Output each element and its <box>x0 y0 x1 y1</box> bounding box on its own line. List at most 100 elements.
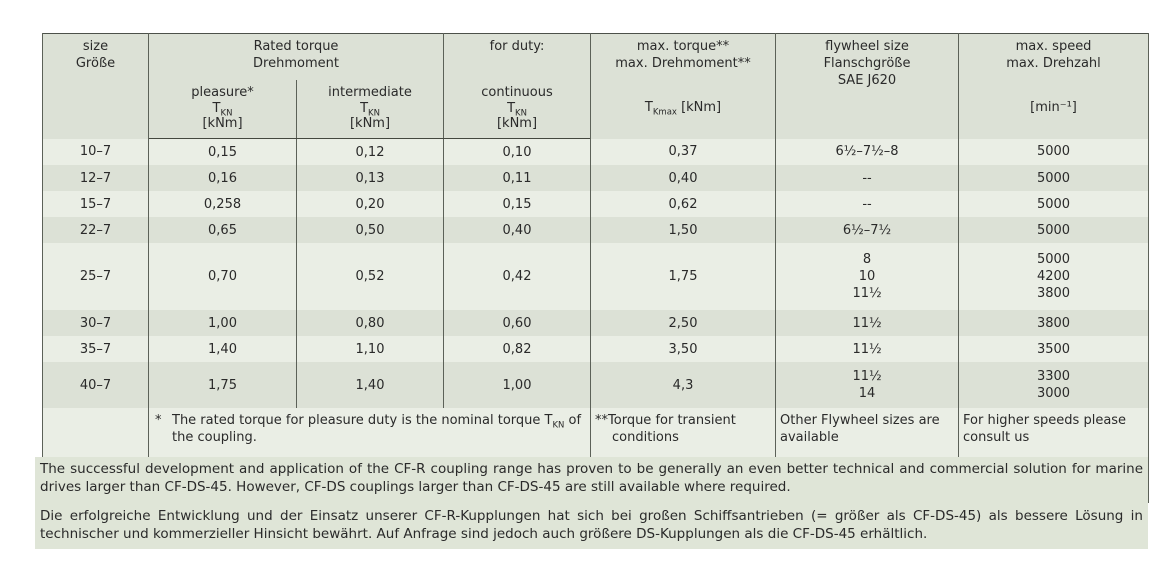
col-header-for-duty: for duty: <box>443 33 592 80</box>
cell-continuous: 0,40 <box>443 217 592 243</box>
col-header-rated-torque: Rated torque Drehmoment <box>147 33 445 80</box>
cell-continuous: 0,82 <box>443 336 592 362</box>
commentary-paragraph-en: The successful development and applicati… <box>40 461 1143 495</box>
cell-flywheel: 6½–7½–8 <box>775 138 960 165</box>
table-row-10-7: 10–7 0,15 0,12 0,10 0,37 6½–7½–8 5000 <box>42 138 1150 165</box>
cell-continuous: 1,00 <box>443 362 592 408</box>
col-header-size-label: size Größe <box>75 39 116 71</box>
col-header-intermediate-label: intermediate <box>328 85 412 100</box>
col-header-rated-torque-label: Rated torque Drehmoment <box>253 39 339 71</box>
col-header-max-speed: max. speed max. Drehzahl [min⁻¹] <box>958 33 1150 139</box>
footnote-marker: * <box>155 413 162 428</box>
cell-max-torque: 4,3 <box>590 362 777 408</box>
col-header-max-speed-label: max. speed max. Drehzahl <box>1006 39 1101 71</box>
header-row-1: size Größe Rated torque Drehmoment for d… <box>42 33 1150 139</box>
cell-pleasure: 0,65 <box>148 217 297 243</box>
cell-max-torque: 0,62 <box>590 191 777 217</box>
cell-speed: 3800 <box>958 310 1150 336</box>
table-row-12-7: 12–7 0,16 0,13 0,11 0,40 -- 5000 <box>42 165 1150 191</box>
table-row-22-7: 22–7 0,65 0,50 0,40 1,50 6½–7½ 5000 <box>42 217 1150 243</box>
footnote-star-en-text: The rated torque for pleasure duty is th… <box>172 413 582 445</box>
table-row-40-7: 40–7 1,75 1,40 1,00 4,3 11½ 14 3300 3000 <box>42 362 1150 408</box>
cell-flywheel: -- <box>775 191 960 217</box>
col-header-max-torque: max. torque** max. Drehmoment** TKmax [k… <box>590 33 777 139</box>
cell-speed: 5000 <box>958 138 1150 165</box>
continuous-unit: [kNm] <box>496 116 538 131</box>
cell-pleasure: 0,16 <box>148 165 297 191</box>
cell-max-torque: 1,75 <box>590 243 777 310</box>
cell-size: 30–7 <box>42 310 149 336</box>
cell-size: 22–7 <box>42 217 149 243</box>
cell-size: 40–7 <box>42 362 149 408</box>
cell-speed: 5000 <box>958 165 1150 191</box>
col-header-for-duty-label: for duty: <box>489 39 545 54</box>
col-header-pleasure: pleasure* TKN [kNm] <box>148 80 297 139</box>
col-header-flywheel-label: flywheel size Flanschgröße SAE J620 <box>823 39 911 88</box>
cell-speed: 5000 <box>958 217 1150 243</box>
cell-speed: 5000 4200 3800 <box>958 243 1150 310</box>
cell-size: 10–7 <box>42 138 149 165</box>
cell-pleasure: 0,70 <box>148 243 297 310</box>
cell-flywheel: 11½ 14 <box>775 362 960 408</box>
cell-intermediate: 1,40 <box>295 362 445 408</box>
col-header-continuous: continuous TKN [kNm] <box>443 80 592 139</box>
intermediate-unit: [kNm] <box>349 116 391 131</box>
table-row-15-7: 15–7 0,258 0,20 0,15 0,62 -- 5000 <box>42 191 1150 217</box>
commentary-block: The successful development and applicati… <box>35 457 1148 549</box>
cell-continuous: 0,60 <box>443 310 592 336</box>
cell-continuous: 0,42 <box>443 243 592 310</box>
footnote-speed-en: For higher speeds please consult us <box>963 413 1127 445</box>
cell-continuous: 0,10 <box>443 138 592 165</box>
col-header-size: size Größe <box>42 33 149 139</box>
cell-max-torque: 1,50 <box>590 217 777 243</box>
col-header-intermediate: intermediate TKN [kNm] <box>295 80 445 139</box>
cell-intermediate: 0,80 <box>295 310 445 336</box>
intermediate-symbol: TKN <box>360 101 380 119</box>
cell-flywheel: 6½–7½ <box>775 217 960 243</box>
table-row-35-7: 35–7 1,40 1,10 0,82 3,50 11½ 3500 <box>42 336 1150 362</box>
footnote-star-en: * The rated torque for pleasure duty is … <box>153 412 586 446</box>
cell-flywheel: 11½ <box>775 336 960 362</box>
cell-flywheel: 11½ <box>775 310 960 336</box>
cell-max-torque: 0,40 <box>590 165 777 191</box>
cell-speed: 5000 <box>958 191 1150 217</box>
cell-flywheel: 8 10 11½ <box>775 243 960 310</box>
cell-pleasure: 1,40 <box>148 336 297 362</box>
table-row-25-7: 25–7 0,70 0,52 0,42 1,75 8 10 11½ 5000 4… <box>42 243 1150 310</box>
header-row-2: pleasure* TKN [kNm] intermediate TKN [kN… <box>43 80 1149 139</box>
pleasure-symbol: TKN <box>212 101 233 119</box>
cell-size: 25–7 <box>42 243 149 310</box>
cell-intermediate: 0,52 <box>295 243 445 310</box>
cell-max-torque: 0,37 <box>590 138 777 165</box>
footnote-max-torque-en: **Torque for transient conditions <box>595 413 736 445</box>
cell-continuous: 0,11 <box>443 165 592 191</box>
col-header-continuous-label: continuous <box>481 85 553 100</box>
col-header-max-torque-label: max. torque** max. Drehmoment** <box>615 39 751 71</box>
commentary-paragraph-de: Die erfolgreiche Entwicklung und der Ein… <box>40 508 1143 542</box>
col-header-max-speed-unit: [min⁻¹] <box>1030 100 1077 115</box>
col-header-pleasure-label: pleasure* <box>191 85 254 100</box>
col-header-flywheel: flywheel size Flanschgröße SAE J620 <box>775 33 960 139</box>
cell-max-torque: 2,50 <box>590 310 777 336</box>
cell-speed: 3300 3000 <box>958 362 1150 408</box>
cell-pleasure: 0,15 <box>148 138 297 165</box>
continuous-symbol: TKN <box>507 101 527 119</box>
col-header-max-torque-unit: TKmax [kNm] <box>595 99 771 118</box>
table-row-30-7: 30–7 1,00 0,80 0,60 2,50 11½ 3800 <box>42 310 1150 336</box>
cell-size: 35–7 <box>42 336 149 362</box>
cell-continuous: 0,15 <box>443 191 592 217</box>
footnote-flywheel-en: Other Flywheel sizes are available <box>780 413 940 445</box>
torque-unit: [kNm] <box>676 100 722 115</box>
cell-pleasure: 1,00 <box>148 310 297 336</box>
cell-speed: 3500 <box>958 336 1150 362</box>
pleasure-unit: [kNm] <box>202 116 243 131</box>
torque-symbol-subscript: Kmax <box>652 107 677 118</box>
cell-intermediate: 0,13 <box>295 165 445 191</box>
cell-intermediate: 1,10 <box>295 336 445 362</box>
torque-symbol: T <box>644 100 653 115</box>
cell-intermediate: 0,12 <box>295 138 445 165</box>
cell-pleasure: 0,258 <box>148 191 297 217</box>
cell-size: 12–7 <box>42 165 149 191</box>
coupling-spec-table: size Größe Rated torque Drehmoment for d… <box>42 33 1150 503</box>
